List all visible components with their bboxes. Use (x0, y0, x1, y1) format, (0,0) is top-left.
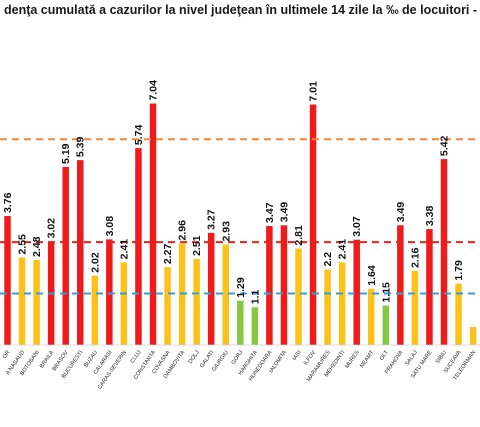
value-label: 2.51 (191, 235, 203, 256)
bar (469, 327, 477, 345)
bar (207, 232, 215, 345)
bar (164, 267, 171, 345)
value-label: 3.27 (206, 209, 218, 230)
value-label: 3.02 (46, 218, 58, 239)
bar (135, 148, 142, 345)
bar (266, 225, 273, 345)
category-label: OLT (379, 349, 390, 361)
bar (455, 283, 462, 345)
bar (353, 239, 360, 345)
value-label: 3.49 (395, 202, 407, 223)
bar (62, 166, 69, 345)
bar (18, 257, 26, 345)
bar (295, 248, 302, 345)
value-label: 5.39 (75, 137, 87, 158)
bar (324, 269, 331, 345)
value-label: 2.16 (409, 247, 421, 268)
category-label: OR (2, 350, 12, 360)
bar (440, 159, 448, 345)
value-label: 3.76 (2, 192, 14, 213)
bar (338, 262, 346, 345)
bars-layer (0, 103, 480, 346)
bar (397, 225, 404, 345)
bar (309, 104, 317, 345)
value-label: 7.04 (148, 80, 160, 101)
value-label: 2.93 (220, 221, 232, 242)
bar (120, 262, 128, 345)
bar (4, 216, 11, 345)
value-label: 1.29 (235, 277, 247, 298)
value-label: 2.41 (118, 239, 130, 260)
bar (426, 229, 433, 345)
bar (411, 270, 419, 345)
value-label: 1.15 (380, 282, 392, 303)
bar (251, 307, 259, 345)
value-labels: 3.762.55 2.483.025.19 5.392.023.082.415.74… (2, 80, 465, 304)
bar (33, 259, 40, 345)
bar (149, 103, 157, 345)
value-label: 2.02 (89, 252, 101, 273)
chart-title: denţa cumulată a cazurilor la nivel jude… (4, 3, 480, 17)
value-label: 3.49 (278, 202, 290, 223)
value-label: 2.55 (17, 234, 29, 255)
bar (382, 305, 390, 345)
value-label: 3.07 (351, 216, 363, 237)
value-label: 5.19 (60, 143, 72, 164)
bar (222, 244, 229, 345)
bar (106, 239, 113, 345)
category-label: IASI (292, 349, 303, 361)
bar (193, 258, 200, 345)
value-label: 5.74 (133, 125, 145, 146)
bar (280, 225, 288, 345)
value-label: 1.1 (249, 290, 261, 305)
value-label: 3.08 (104, 216, 116, 237)
value-label: 2.27 (162, 244, 174, 265)
value-label: 2.48 (31, 236, 43, 257)
bar (237, 300, 244, 345)
bar (368, 288, 375, 345)
value-label: 2.2 (322, 252, 334, 267)
value-label: 2.41 (337, 239, 349, 260)
value-label: 7.01 (308, 81, 320, 102)
bar (77, 160, 84, 345)
value-label: 1.79 (453, 260, 465, 281)
value-label: 3.47 (264, 202, 276, 223)
value-label: 5.42 (439, 135, 451, 156)
bar (91, 275, 99, 345)
reference-lines (0, 138, 480, 295)
value-label: 2.96 (177, 220, 189, 241)
value-label: 1.64 (366, 265, 378, 286)
value-label: 3.38 (424, 205, 436, 226)
value-label: 2.81 (293, 225, 305, 246)
